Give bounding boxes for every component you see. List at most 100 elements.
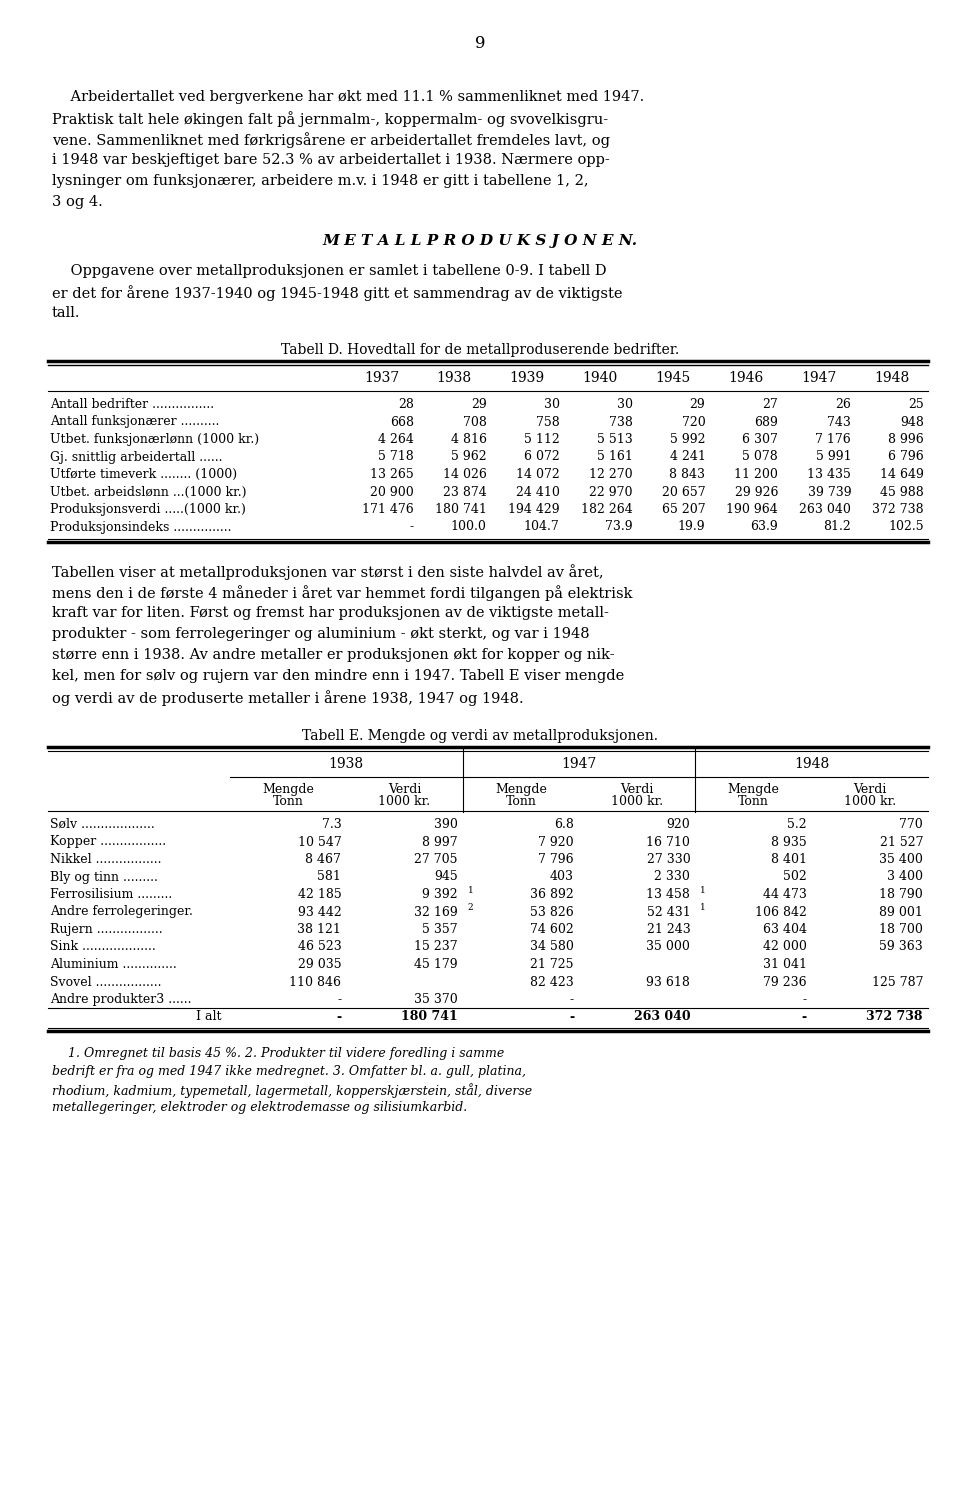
Text: -: - [410, 521, 414, 533]
Text: 9: 9 [475, 35, 485, 51]
Text: Tonn: Tonn [505, 794, 537, 808]
Text: 93 618: 93 618 [646, 975, 690, 989]
Text: 106 842: 106 842 [755, 906, 806, 918]
Text: 3 og 4.: 3 og 4. [52, 195, 103, 208]
Text: 79 236: 79 236 [763, 975, 806, 989]
Text: 5 992: 5 992 [670, 433, 706, 445]
Text: 8 843: 8 843 [669, 468, 706, 482]
Text: 372 738: 372 738 [873, 503, 924, 516]
Text: 52 431: 52 431 [647, 906, 690, 918]
Text: 1948: 1948 [874, 371, 909, 385]
Text: 22 970: 22 970 [589, 486, 633, 498]
Text: 1940: 1940 [583, 371, 617, 385]
Text: 1946: 1946 [729, 371, 763, 385]
Text: 263 040: 263 040 [634, 1010, 690, 1024]
Text: Tabell E. Mengde og verdi av metallproduksjonen.: Tabell E. Mengde og verdi av metallprodu… [302, 729, 658, 743]
Text: 403: 403 [550, 870, 574, 883]
Text: metallegeringer, elektroder og elektrodemasse og silisiumkarbid.: metallegeringer, elektroder og elektrode… [52, 1101, 468, 1114]
Text: Antall bedrifter ................: Antall bedrifter ................ [50, 399, 214, 411]
Text: 6 307: 6 307 [742, 433, 779, 445]
Text: Utbet. funksjonærlønn (1000 kr.): Utbet. funksjonærlønn (1000 kr.) [50, 433, 259, 445]
Text: Praktisk talt hele økingen falt på jernmalm-, koppermalm- og svovelkisgru-: Praktisk talt hele økingen falt på jernm… [52, 112, 608, 127]
Text: 180 741: 180 741 [435, 503, 487, 516]
Text: 65 207: 65 207 [661, 503, 706, 516]
Text: 35 370: 35 370 [414, 994, 458, 1006]
Text: 12 270: 12 270 [588, 468, 633, 482]
Text: 63 404: 63 404 [762, 923, 806, 936]
Text: 18 700: 18 700 [879, 923, 923, 936]
Text: 44 473: 44 473 [763, 888, 806, 901]
Text: 100.0: 100.0 [451, 521, 487, 533]
Text: 5 078: 5 078 [742, 450, 779, 464]
Text: -: - [569, 1010, 574, 1024]
Text: 81.2: 81.2 [824, 521, 852, 533]
Text: 14 072: 14 072 [516, 468, 560, 482]
Text: 5 991: 5 991 [815, 450, 852, 464]
Text: Andre produkter3 ......: Andre produkter3 ...... [50, 994, 191, 1006]
Text: 770: 770 [900, 818, 923, 831]
Text: 93 442: 93 442 [298, 906, 342, 918]
Text: 502: 502 [783, 870, 806, 883]
Text: 23 874: 23 874 [443, 486, 487, 498]
Text: 15 237: 15 237 [414, 941, 458, 953]
Text: 945: 945 [434, 870, 458, 883]
Text: 5 112: 5 112 [524, 433, 560, 445]
Text: 190 964: 190 964 [727, 503, 779, 516]
Text: 21 243: 21 243 [647, 923, 690, 936]
Text: -: - [803, 994, 806, 1006]
Text: 9 392: 9 392 [422, 888, 458, 901]
Text: 194 429: 194 429 [508, 503, 560, 516]
Text: 263 040: 263 040 [800, 503, 852, 516]
Text: -: - [802, 1010, 806, 1024]
Text: 45 988: 45 988 [880, 486, 924, 498]
Text: 689: 689 [755, 415, 779, 429]
Text: lysninger om funksjonærer, arbeidere m.v. i 1948 er gitt i tabellene 1, 2,: lysninger om funksjonærer, arbeidere m.v… [52, 174, 588, 189]
Text: 5 513: 5 513 [597, 433, 633, 445]
Text: 1939: 1939 [510, 371, 544, 385]
Text: kel, men for sølv og rujern var den mindre enn i 1947. Tabell E viser mengde: kel, men for sølv og rujern var den mind… [52, 669, 624, 683]
Text: Tabell D. Hovedtall for de metallproduserende bedrifter.: Tabell D. Hovedtall for de metallproduse… [281, 343, 679, 356]
Text: Tabellen viser at metallproduksjonen var størst i den siste halvdel av året,: Tabellen viser at metallproduksjonen var… [52, 565, 604, 580]
Text: 1938: 1938 [328, 757, 364, 772]
Text: 104.7: 104.7 [524, 521, 560, 533]
Text: 2 330: 2 330 [655, 870, 690, 883]
Text: 59 363: 59 363 [879, 941, 923, 953]
Text: 26: 26 [835, 399, 852, 411]
Text: større enn i 1938. Av andre metaller er produksjonen økt for kopper og nik-: større enn i 1938. Av andre metaller er … [52, 648, 614, 661]
Text: 27 705: 27 705 [414, 853, 458, 867]
Text: 32 169: 32 169 [414, 906, 458, 918]
Text: 180 741: 180 741 [401, 1010, 458, 1024]
Text: 372 738: 372 738 [867, 1010, 923, 1024]
Text: 36 892: 36 892 [530, 888, 574, 901]
Text: 53 826: 53 826 [530, 906, 574, 918]
Text: 13 265: 13 265 [371, 468, 414, 482]
Text: Nikkel .................: Nikkel ................. [50, 853, 161, 867]
Text: 7 796: 7 796 [539, 853, 574, 867]
Text: tall.: tall. [52, 307, 81, 320]
Text: 14 026: 14 026 [443, 468, 487, 482]
Text: Produksjonsindeks ...............: Produksjonsindeks ............... [50, 521, 231, 533]
Text: Andre ferrolegeringer.: Andre ferrolegeringer. [50, 906, 193, 918]
Text: rhodium, kadmium, typemetall, lagermetall, kopperskjærstein, stål, diverse: rhodium, kadmium, typemetall, lagermetal… [52, 1083, 532, 1098]
Text: 29: 29 [471, 399, 487, 411]
Text: Kopper .................: Kopper ................. [50, 835, 166, 849]
Text: 74 602: 74 602 [530, 923, 574, 936]
Text: 16 710: 16 710 [646, 835, 690, 849]
Text: Verdi: Verdi [853, 784, 886, 796]
Text: 11 200: 11 200 [734, 468, 779, 482]
Text: er det for årene 1937-1940 og 1945-1948 gitt et sammendrag av de viktigste: er det for årene 1937-1940 og 1945-1948 … [52, 285, 622, 300]
Text: Svovel .................: Svovel ................. [50, 975, 161, 989]
Text: 6.8: 6.8 [554, 818, 574, 831]
Text: -: - [336, 1010, 342, 1024]
Text: 29 035: 29 035 [298, 957, 342, 971]
Text: Utbet. arbeidslønn ...(1000 kr.): Utbet. arbeidslønn ...(1000 kr.) [50, 486, 247, 498]
Text: 5.2: 5.2 [787, 818, 806, 831]
Text: 6 072: 6 072 [524, 450, 560, 464]
Text: 182 264: 182 264 [581, 503, 633, 516]
Text: Verdi: Verdi [620, 784, 654, 796]
Text: 20 900: 20 900 [371, 486, 414, 498]
Text: 39 739: 39 739 [807, 486, 852, 498]
Text: 29: 29 [689, 399, 706, 411]
Text: 82 423: 82 423 [530, 975, 574, 989]
Text: 14 649: 14 649 [880, 468, 924, 482]
